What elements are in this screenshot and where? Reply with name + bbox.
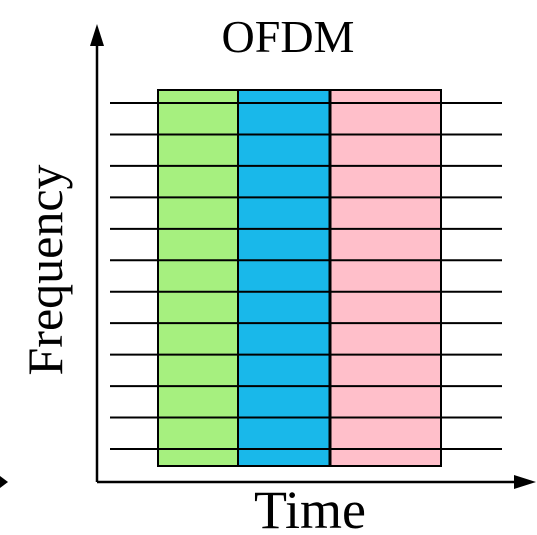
symbol-block-3 (329, 89, 442, 467)
y-axis-label: Frequency (17, 164, 73, 375)
time-axis-arrowhead (514, 475, 536, 489)
axes (0, 24, 536, 489)
frequency-axis-arrowhead (90, 24, 104, 46)
symbol-blocks (157, 89, 442, 467)
symbol-block-1 (157, 89, 239, 467)
left-edge-arrowhead (0, 476, 8, 488)
diagram-title: OFDM (222, 11, 355, 62)
subcarrier-lines (110, 102, 502, 450)
x-axis-label: Time (254, 480, 366, 535)
symbol-block-2 (237, 89, 331, 467)
